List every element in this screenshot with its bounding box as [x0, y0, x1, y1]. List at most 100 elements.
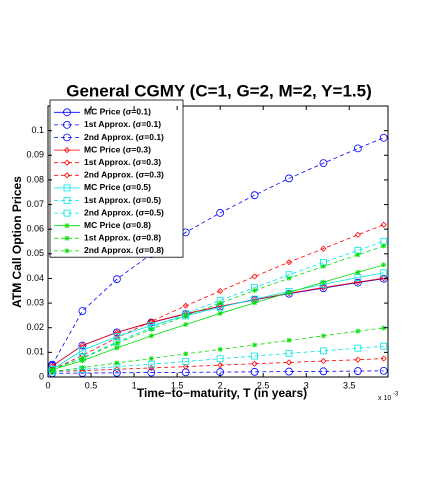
- legend-label: MC Price (σ=0.1): [84, 107, 151, 117]
- marker: [78, 307, 87, 315]
- x-tick-label: 0: [45, 380, 50, 390]
- marker: [380, 355, 387, 362]
- marker: [113, 333, 121, 340]
- x-tick-label: 1.5: [171, 380, 184, 390]
- marker: [319, 367, 328, 376]
- marker: [217, 310, 223, 316]
- marker: [148, 356, 154, 362]
- series-line: [52, 245, 384, 370]
- marker: [79, 342, 86, 349]
- y-tick-label: 0.05: [26, 248, 44, 258]
- marker: [380, 269, 388, 277]
- legend-label: 2nd Approx. (σ=0.8): [84, 245, 164, 255]
- marker: [64, 248, 70, 254]
- marker: [63, 159, 71, 166]
- x-tick-label: 2.5: [257, 380, 270, 390]
- marker: [355, 328, 361, 334]
- marker: [380, 275, 387, 282]
- marker: [147, 368, 156, 377]
- marker: [355, 269, 361, 275]
- marker: [379, 133, 388, 142]
- marker: [182, 363, 189, 370]
- marker: [183, 313, 189, 319]
- legend-label: MC Price (σ=0.8): [84, 220, 151, 230]
- marker: [63, 147, 71, 154]
- marker: [147, 360, 155, 368]
- marker: [217, 303, 224, 310]
- marker: [251, 360, 258, 367]
- legend-label: MC Price (σ=0.3): [84, 144, 151, 154]
- y-tick-label: 0.02: [26, 322, 44, 332]
- legend-label: 2nd Approx. (σ=0.5): [84, 207, 164, 217]
- marker: [251, 273, 258, 280]
- marker: [216, 355, 224, 363]
- marker: [183, 322, 189, 328]
- marker: [64, 235, 70, 241]
- marker: [320, 263, 326, 269]
- marker: [320, 333, 326, 339]
- marker: [217, 362, 224, 369]
- legend: MC Price (σ=0.1) 1st Approx. (σ=0.1) 2nd A…: [49, 99, 184, 258]
- marker: [286, 289, 292, 295]
- marker: [217, 346, 223, 352]
- y-tick-label: 0.06: [26, 224, 44, 234]
- marker: [182, 302, 189, 309]
- marker: [381, 325, 387, 331]
- marker: [381, 243, 387, 249]
- x-tick-label: 2: [218, 380, 223, 390]
- marker: [49, 367, 55, 373]
- marker: [320, 284, 327, 291]
- marker: [250, 367, 259, 376]
- marker: [148, 318, 155, 325]
- marker: [319, 159, 328, 168]
- series-line: [51, 137, 384, 365]
- marker: [217, 300, 223, 306]
- chart-title: General CGMY (C=1, G=2, M=2, Y=1.5): [66, 81, 372, 100]
- axes-box: [47, 105, 389, 378]
- legend-label: 1st Approx. (σ=0.5): [84, 195, 161, 205]
- marker: [113, 366, 120, 373]
- marker: [320, 279, 326, 285]
- marker: [148, 326, 154, 332]
- marker: [79, 355, 85, 361]
- x-axis-label: Time−to−maturity, T (in years): [137, 386, 307, 400]
- marker: [355, 252, 361, 258]
- marker: [320, 245, 327, 252]
- marker: [217, 287, 224, 295]
- marker: [63, 184, 71, 192]
- marker: [286, 275, 292, 281]
- marker: [63, 172, 71, 179]
- marker: [252, 342, 258, 348]
- marker: [285, 259, 293, 266]
- marker: [381, 262, 387, 268]
- marker: [354, 356, 361, 363]
- marker: [320, 347, 327, 355]
- marker: [353, 367, 362, 375]
- marker: [354, 231, 361, 238]
- plot-area: [48, 133, 388, 378]
- marker: [148, 333, 154, 339]
- marker: [79, 346, 86, 354]
- marker: [78, 341, 87, 350]
- marker: [320, 357, 327, 365]
- marker: [285, 349, 293, 357]
- marker: [216, 209, 225, 217]
- marker: [285, 359, 293, 366]
- marker: [379, 366, 388, 375]
- legend-label: 2nd Approx. (σ=0.3): [84, 170, 164, 180]
- legend-label: 1st Approx. (σ=0.1): [84, 119, 161, 129]
- marker: [63, 121, 71, 129]
- marker: [114, 340, 120, 346]
- marker: [114, 345, 120, 351]
- y-tick-label: 0.08: [26, 174, 44, 184]
- legend-label: 2nd Approx. (σ=0.1): [84, 132, 164, 142]
- marker: [79, 365, 85, 371]
- legend-label: MC Price (σ=0.5): [84, 182, 151, 192]
- series-line: [52, 277, 384, 367]
- series-line: [52, 345, 384, 373]
- y-tick-label: 0.01: [26, 347, 44, 357]
- marker: [353, 144, 362, 153]
- marker: [63, 133, 71, 142]
- marker: [63, 209, 71, 217]
